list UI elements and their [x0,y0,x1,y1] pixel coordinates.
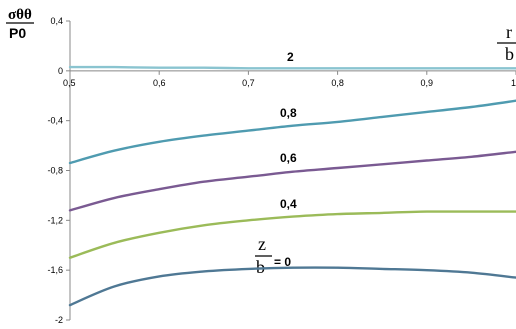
y-tick-label: -1,2 [47,215,63,225]
y-tick-label: -0,4 [47,116,63,126]
y-tick-label: -1,6 [47,265,63,275]
series-label-2: 0,6 [280,151,297,165]
z-label: z b = 0 [255,234,291,277]
series-line-4 [68,266,516,307]
x-tick-label: 0,9 [421,78,434,88]
x-tick-label: 0,7 [242,78,255,88]
x-tick-label: 0,5 [63,78,76,88]
y-tick-label: 0,4 [50,16,63,26]
x-axis-label: r b [497,22,516,64]
series-line-1 [68,99,516,165]
y-tick-label: -2 [55,315,63,325]
y-axis-label-numerator: σθθ [8,7,32,23]
series-label-3: 0,4 [280,197,297,211]
y-axis-label-denominator: P0 [9,25,26,41]
y-axis-label: σθθ P0 [6,7,34,41]
y-tick-label: 0 [58,66,63,76]
series-line-0 [68,65,516,70]
series-label-1: 0,8 [280,106,297,120]
tick-labels: 0,4 0 -0,4 -0,8 -1,2 -1,6 -2 0,5 0,6 0,7 0,8 0,9 1 [47,16,516,325]
series-label-0: 2 [287,50,294,64]
x-axis-label-numerator: r [506,22,512,42]
z-label-numerator: z [258,234,266,254]
series-line-2 [68,150,516,212]
x-axis-label-denominator: b [505,44,514,64]
axes [66,20,516,321]
x-tick-label: 1 [511,78,516,88]
z-label-denominator: b [256,257,265,277]
series-lines [68,65,516,307]
x-tick-label: 0,8 [331,78,344,88]
series-line-3 [68,210,516,259]
series-labels: 2 0,8 0,6 0,4 [280,50,297,211]
x-tick-label: 0,6 [153,78,166,88]
z-label-equals: = 0 [274,255,291,269]
y-tick-label: -0,8 [47,166,63,176]
